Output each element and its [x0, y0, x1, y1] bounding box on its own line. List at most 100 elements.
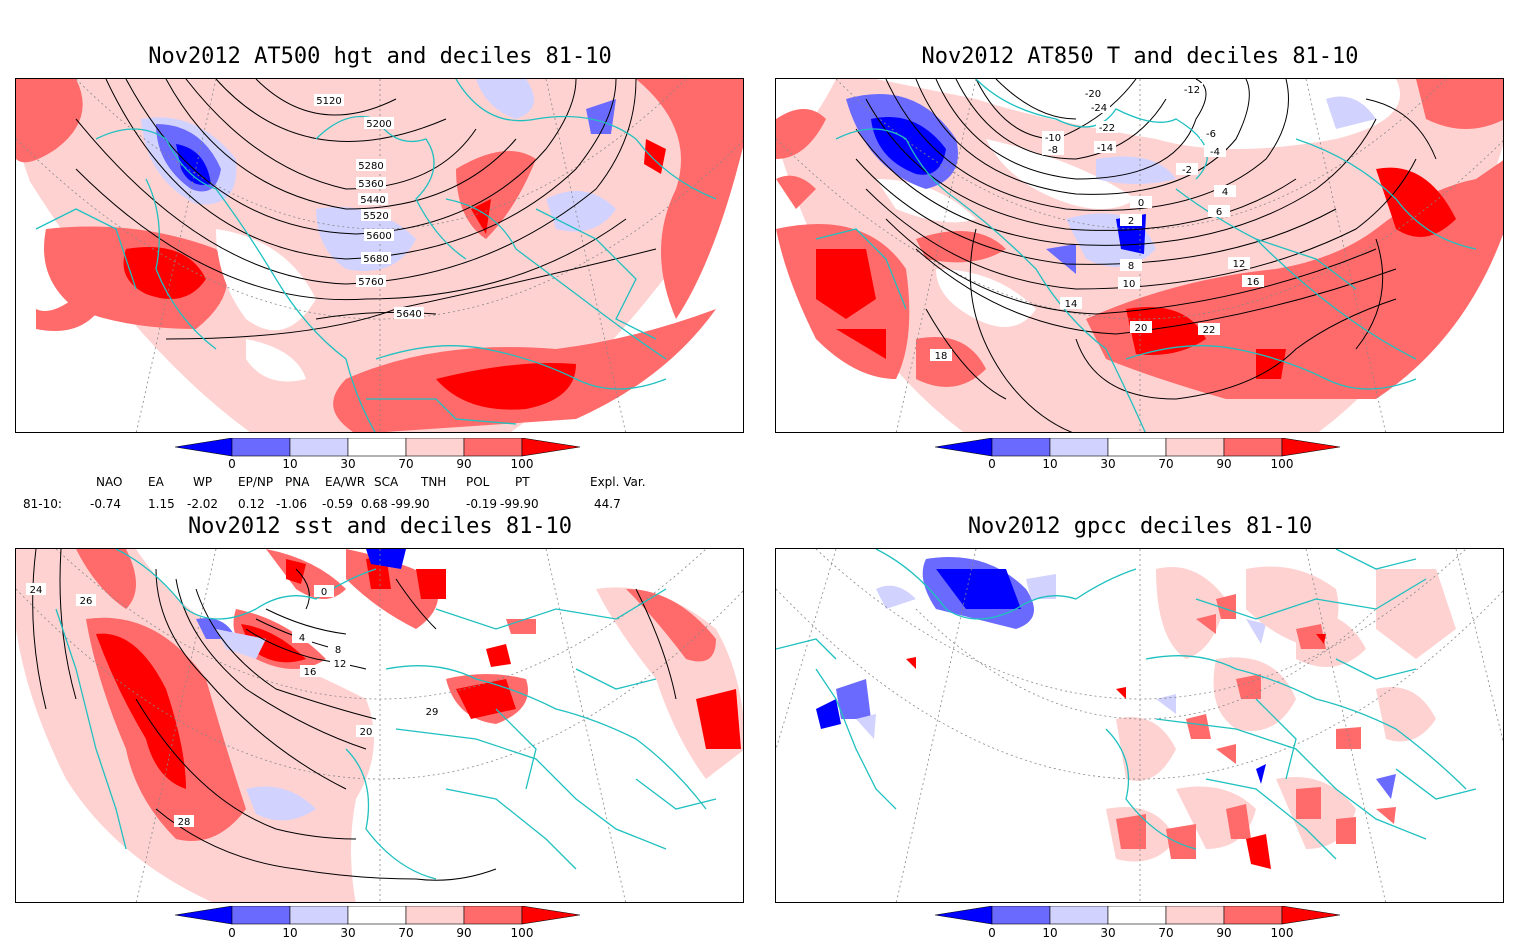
teleconn-header: EA [148, 475, 164, 489]
contour-label: -4 [1210, 147, 1220, 158]
colorbar-sst: 0 10 30 70 90 100 [175, 906, 581, 940]
map-panel-sst: 24 26 28 0 4 8 12 16 20 29 [15, 548, 744, 903]
contour-label: 4 [1222, 187, 1228, 198]
contour-label: 0 [321, 587, 327, 598]
teleconn-row-label: 81-10: [23, 497, 62, 511]
teleconn-header: TNH [421, 475, 447, 489]
contour-label: 5280 [358, 161, 383, 172]
map-panel-gpcc [775, 548, 1504, 903]
teleconn-header: POL [466, 475, 490, 489]
contour-label: -6 [1206, 129, 1216, 140]
contour-label: 24 [30, 585, 43, 596]
contour-label: 0 [1138, 198, 1144, 209]
map-panel-hgt500: 5120 5200 5280 5360 5440 5520 5600 5680 … [15, 78, 744, 433]
contour-label: 5600 [366, 231, 391, 242]
teleconn-value: 0.12 [238, 497, 265, 511]
colorbar-hgt500: 0 10 30 70 90 100 [175, 438, 581, 471]
contour-label: 14 [1065, 299, 1078, 310]
contour-label: -12 [1184, 85, 1200, 96]
teleconn-value: -0.59 [322, 497, 354, 511]
panel-title-t850: Nov2012 AT850 T and deciles 81-10 [921, 44, 1359, 69]
contour-label: 18 [935, 351, 948, 362]
colorbar-tick: 100 [511, 926, 534, 940]
contour-label: -24 [1091, 103, 1107, 114]
contour-label: 5640 [396, 309, 421, 320]
colorbar-tick: 90 [456, 926, 471, 940]
colorbar-tick: 90 [456, 457, 471, 471]
colorbar-tick: 90 [1216, 926, 1231, 940]
colorbar-tick: 30 [340, 926, 355, 940]
contour-label: 5520 [363, 211, 388, 222]
teleconn-header: Expl. Var. [590, 475, 646, 489]
teleconn-header: WP [193, 475, 213, 489]
colorbar-tick: 100 [511, 457, 534, 471]
panel-title-hgt500: Nov2012 AT500 hgt and deciles 81-10 [148, 44, 612, 69]
teleconn-header: EA/WR [325, 475, 366, 489]
contour-label: 26 [80, 596, 93, 607]
colorbar-tick: 100 [1271, 457, 1294, 471]
colorbar-tick: 0 [988, 457, 996, 471]
contour-label: 22 [1203, 325, 1216, 336]
contour-label: 12 [1233, 259, 1246, 270]
contour-label: 5120 [316, 96, 341, 107]
colorbar-tick: 70 [398, 926, 413, 940]
contour-label: 5440 [360, 195, 385, 206]
contour-label: 29 [426, 707, 439, 718]
contour-label: 16 [304, 667, 317, 678]
teleconn-header: EP/NP [238, 475, 274, 489]
teleconnection-table: NAO EA WP EP/NP PNA EA/WR SCA TNH POL PT… [0, 475, 700, 515]
teleconn-value: -0.19 [466, 497, 498, 511]
contour-label: 8 [1128, 261, 1134, 272]
teleconn-value: -2.02 [187, 497, 219, 511]
contour-label: 5360 [358, 179, 383, 190]
contour-label: 6 [1216, 207, 1222, 218]
colorbar-tick: 70 [1158, 926, 1173, 940]
colorbar-tick: 30 [1100, 926, 1115, 940]
contour-label: 10 [1123, 279, 1136, 290]
contour-label: -14 [1097, 143, 1113, 154]
colorbar-tick: 0 [988, 926, 996, 940]
colorbar-tick: 30 [1100, 457, 1115, 471]
contour-label: 5760 [358, 277, 383, 288]
teleconn-value: -99.90 [500, 497, 539, 511]
contour-label: 5680 [363, 254, 388, 265]
colorbar-t850: 0 10 30 70 90 100 [935, 438, 1341, 471]
colorbar-tick: 100 [1271, 926, 1294, 940]
colorbar-tick: 0 [228, 457, 236, 471]
colorbar-tick: 30 [340, 457, 355, 471]
teleconn-value: -1.06 [276, 497, 308, 511]
teleconn-header: PT [515, 475, 530, 489]
contour-label: -2 [1182, 165, 1192, 176]
colorbar-tick: 10 [282, 926, 297, 940]
colorbar-tick: 70 [1158, 457, 1173, 471]
colorbar-tick: 10 [1042, 926, 1057, 940]
contour-label: -20 [1085, 89, 1101, 100]
contour-label: 12 [334, 659, 347, 670]
teleconn-value: -99.90 [391, 497, 430, 511]
teleconn-header: SCA [374, 475, 399, 489]
contour-label: 28 [178, 817, 191, 828]
contour-label: -22 [1099, 123, 1115, 134]
contour-label: 20 [360, 727, 373, 738]
contour-label: 20 [1135, 323, 1148, 334]
teleconn-value: 44.7 [594, 497, 621, 511]
colorbar-gpcc: 0 10 30 70 90 100 [935, 906, 1341, 940]
colorbar-tick: 10 [282, 457, 297, 471]
contour-label: 16 [1247, 277, 1260, 288]
teleconn-value: 1.15 [148, 497, 175, 511]
contour-label: -8 [1048, 145, 1058, 156]
map-panel-t850: -20 -24 -22 -14 -12 -10 -8 -6 -4 -2 0 2 … [775, 78, 1504, 433]
teleconn-header: PNA [285, 475, 310, 489]
colorbar-tick: 70 [398, 457, 413, 471]
colorbar-tick: 90 [1216, 457, 1231, 471]
contour-label: 5200 [366, 119, 391, 130]
teleconn-header: NAO [96, 475, 123, 489]
teleconn-value: -0.74 [90, 497, 122, 511]
colorbar-tick: 10 [1042, 457, 1057, 471]
colorbar-tick: 0 [228, 926, 236, 940]
panel-title-sst: Nov2012 sst and deciles 81-10 [187, 514, 573, 539]
contour-label: -10 [1045, 133, 1061, 144]
contour-label: 8 [335, 645, 341, 656]
contour-label: 4 [299, 633, 305, 644]
contour-label: 2 [1128, 216, 1134, 227]
